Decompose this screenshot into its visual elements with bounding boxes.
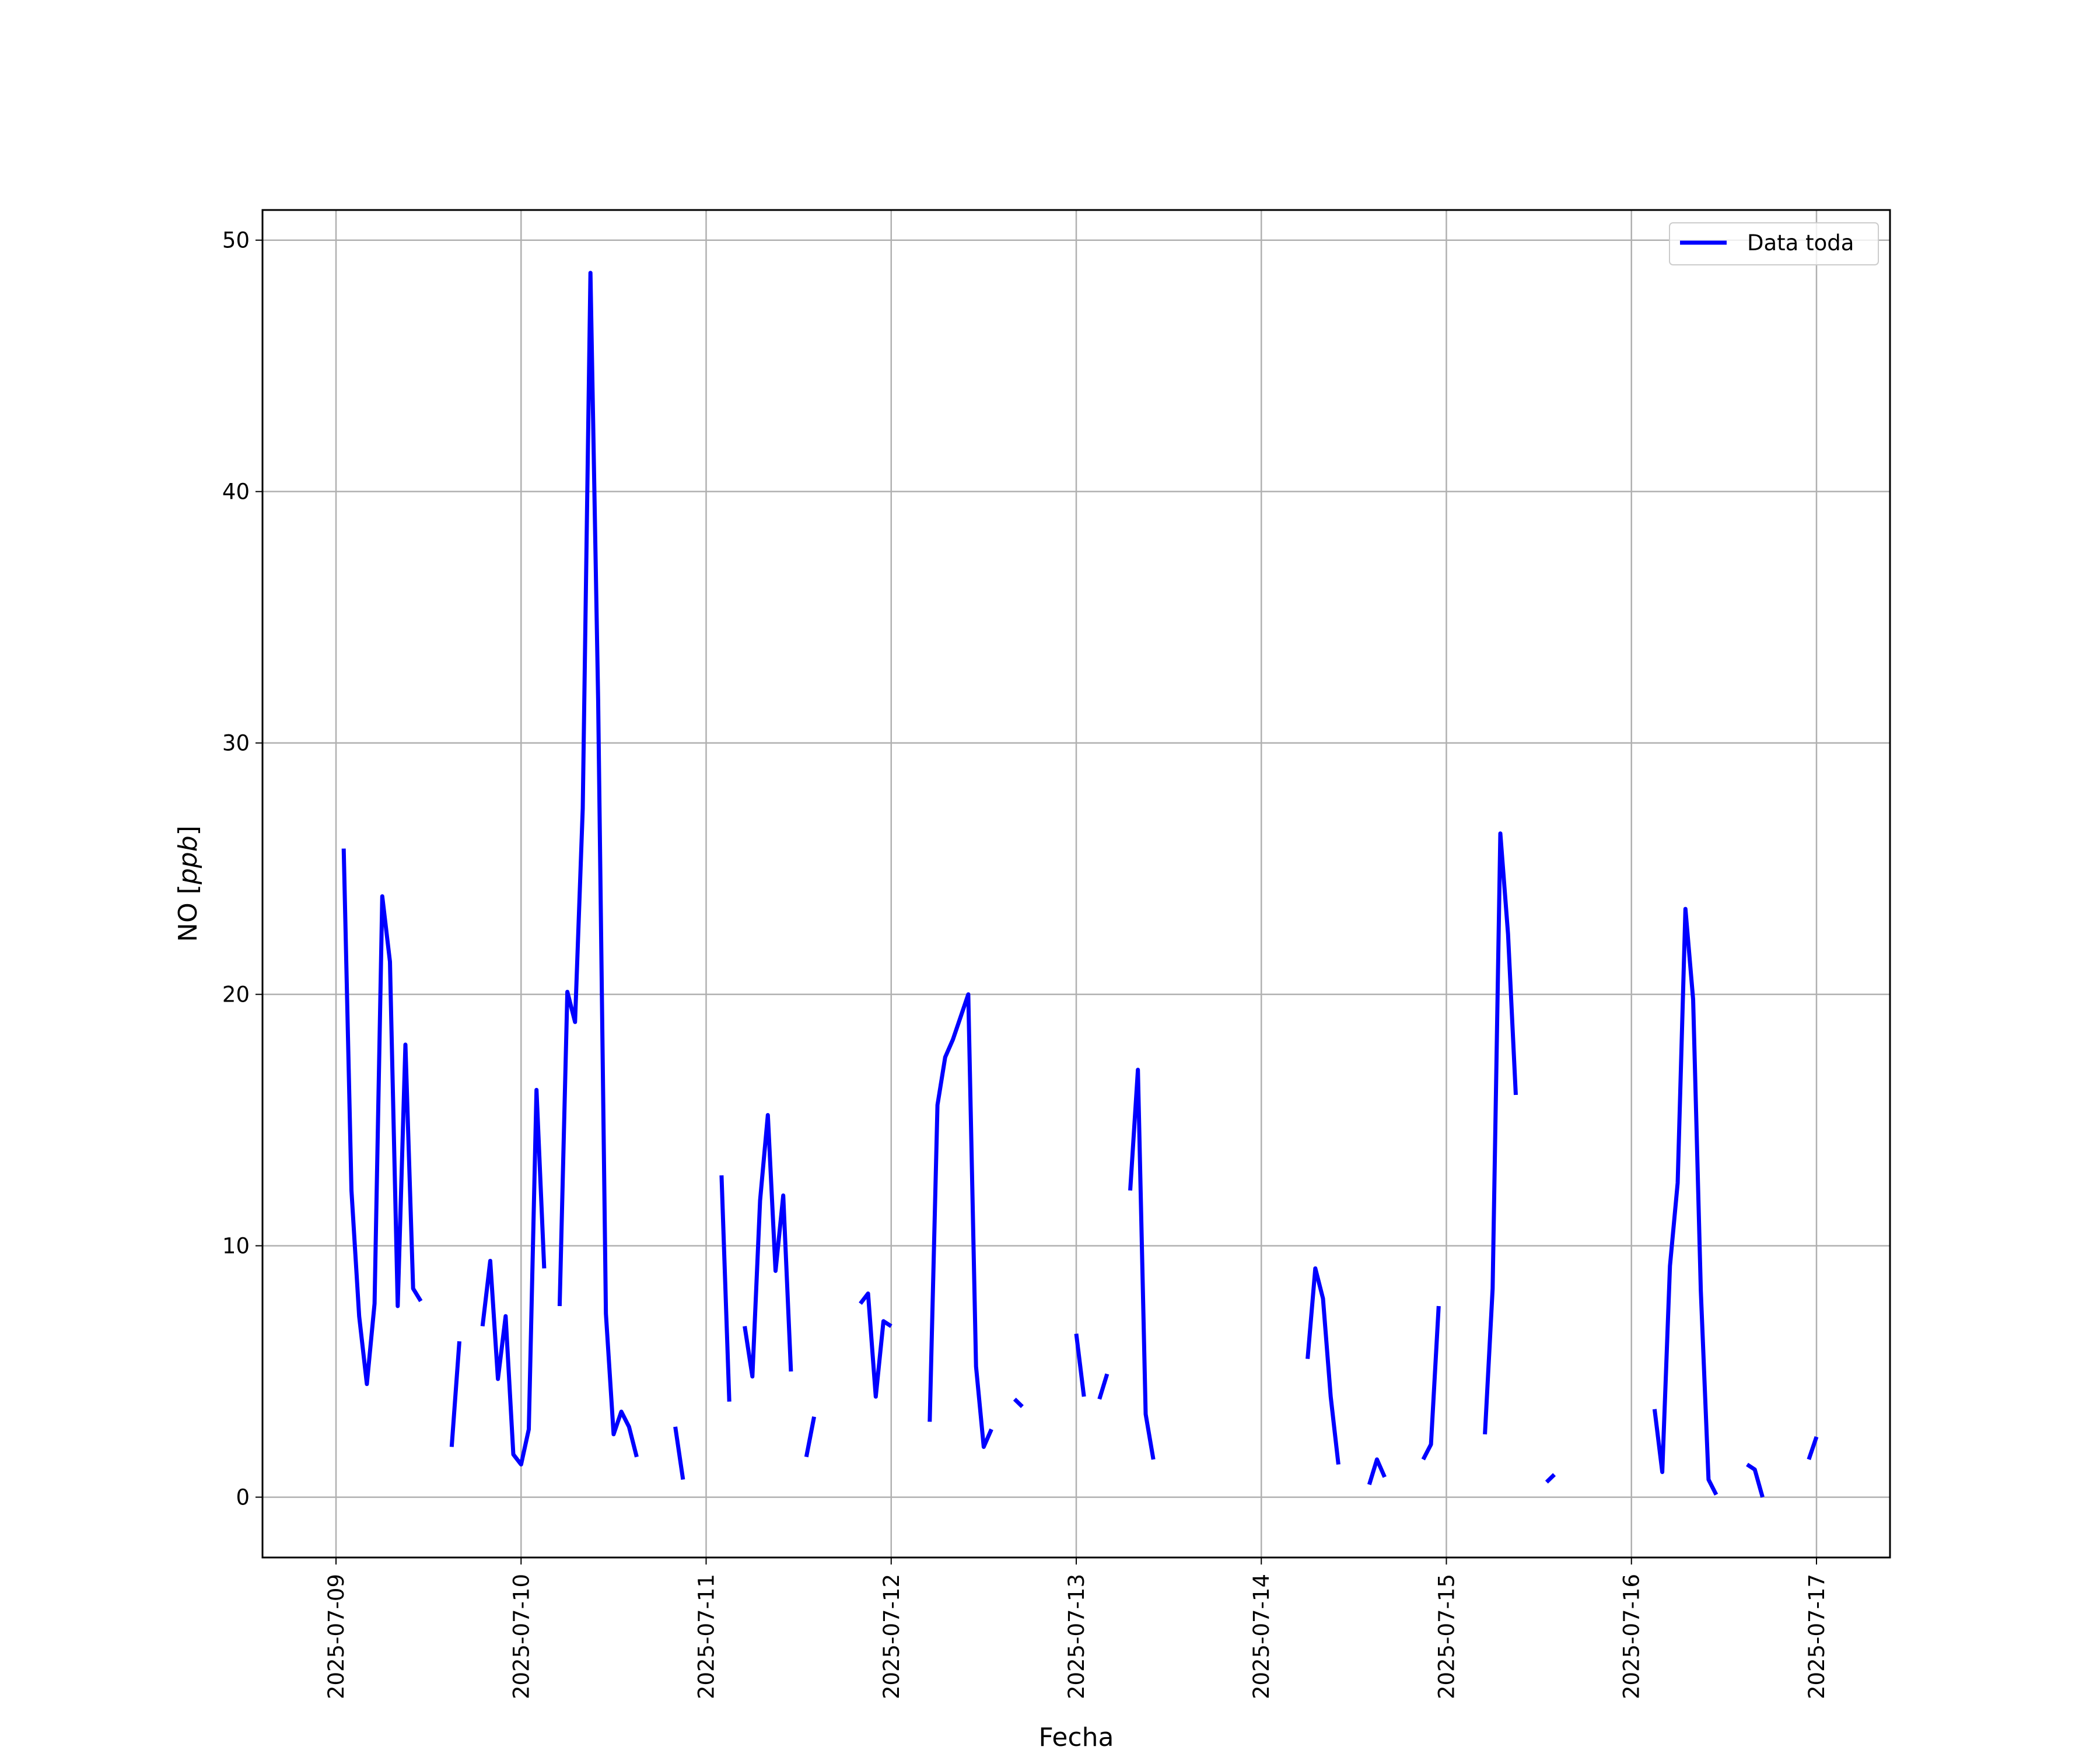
x-tick-label: 2025-07-17 <box>1804 1574 1829 1699</box>
x-axis-label: Fecha <box>1038 1723 1114 1750</box>
series-data-toda <box>341 271 1819 1498</box>
series-line-segment <box>1483 831 1518 1434</box>
legend: Data toda <box>1669 222 1879 265</box>
series-line-segment <box>1097 1373 1110 1400</box>
y-axis-ticks: 0 10 20 30 40 50 <box>222 228 262 1510</box>
legend-box <box>1669 222 1879 265</box>
series-line-segment <box>449 1341 461 1447</box>
series-line-segment <box>928 992 993 1449</box>
y-tick-label: 40 <box>222 480 250 505</box>
x-tick-label: 2025-07-09 <box>324 1574 349 1699</box>
y-tick-label: 30 <box>222 731 250 756</box>
series-line-segment <box>557 271 639 1458</box>
x-tick-label: 2025-07-13 <box>1064 1574 1089 1699</box>
series-line-segment <box>1652 907 1718 1496</box>
series-line-segment <box>673 1426 685 1480</box>
x-tick-label: 2025-07-14 <box>1249 1574 1274 1699</box>
y-axis-label: NO [ppb] <box>173 825 203 942</box>
y-tick-label: 0 <box>236 1485 250 1510</box>
y-tick-label: 20 <box>222 982 250 1007</box>
series-line-segment <box>743 1113 793 1379</box>
series-line-segment <box>1807 1436 1819 1461</box>
x-axis-ticks: 2025-07-09 2025-07-10 2025-07-11 2025-07-12… <box>324 1558 1829 1699</box>
grid <box>262 210 1890 1558</box>
x-tick-label: 2025-07-15 <box>1434 1574 1459 1699</box>
series-line-segment <box>804 1416 817 1458</box>
x-tick-label: 2025-07-16 <box>1619 1574 1644 1699</box>
series-line-segment <box>480 1087 547 1466</box>
series-line-segment <box>1367 1457 1387 1486</box>
x-tick-label: 2025-07-10 <box>509 1574 534 1699</box>
series-line-segment <box>1013 1397 1024 1408</box>
series-line-segment <box>1421 1306 1441 1461</box>
series-line-segment <box>1545 1473 1556 1484</box>
y-axis-label-unit: ppb <box>173 835 203 885</box>
series-line-segment <box>1306 1266 1340 1465</box>
series-line-segment <box>1074 1333 1086 1397</box>
series-line-segment <box>1128 1068 1156 1460</box>
series-line-segment <box>859 1292 892 1399</box>
y-axis-label-quantity: NO <box>173 902 203 942</box>
series-line-segment <box>1746 1462 1765 1498</box>
y-tick-label: 10 <box>222 1234 250 1259</box>
x-tick-label: 2025-07-11 <box>694 1574 719 1699</box>
series-line-segment <box>341 848 423 1387</box>
x-tick-label: 2025-07-12 <box>879 1574 904 1699</box>
y-tick-label: 50 <box>222 228 250 253</box>
series-line-segment <box>719 1175 732 1402</box>
legend-label: Data toda <box>1747 230 1854 256</box>
